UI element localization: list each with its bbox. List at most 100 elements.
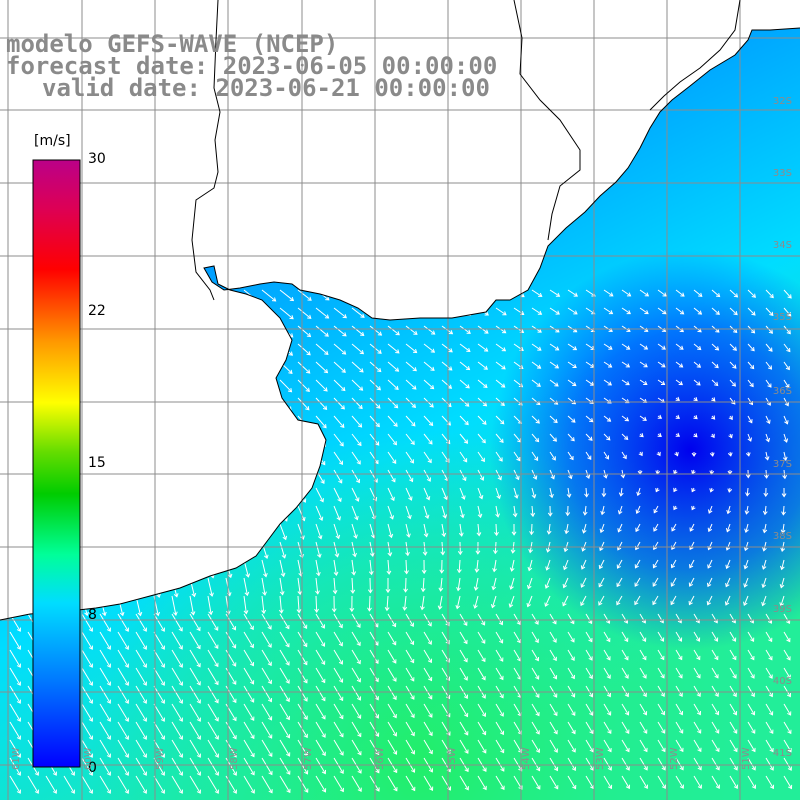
- wind-arrow: [580, 595, 587, 607]
- wind-arrow: [495, 343, 507, 352]
- wind-arrow: [135, 739, 147, 758]
- wind-arrow: [423, 325, 436, 335]
- wind-arrow: [529, 523, 535, 536]
- wind-arrow: [135, 757, 147, 776]
- wind-arrow: [747, 649, 755, 661]
- wind-arrow: [621, 667, 629, 679]
- wind-arrow: [243, 415, 256, 430]
- wind-arrow: [441, 487, 448, 501]
- wind-arrow: [9, 469, 22, 488]
- wind-arrow: [747, 757, 756, 771]
- wind-arrow: [726, 505, 731, 515]
- wind-arrow: [351, 703, 362, 720]
- wind-arrow: [405, 415, 416, 427]
- lon-label: 55W: [447, 747, 458, 770]
- wind-arrow: [725, 541, 731, 551]
- wind-arrow: [618, 487, 624, 497]
- wind-arrow: [621, 289, 632, 297]
- wind-arrow: [261, 721, 273, 739]
- wind-arrow: [351, 559, 357, 576]
- wind-arrow: [706, 595, 713, 606]
- wind-arrow: [387, 649, 397, 664]
- wind-arrow: [549, 379, 559, 387]
- wind-arrow: [657, 775, 666, 789]
- wind-arrow: [369, 739, 380, 756]
- wind-arrow: [315, 541, 322, 559]
- wind-arrow: [729, 649, 737, 661]
- wind-arrow: [405, 505, 412, 520]
- wind-arrow: [566, 487, 572, 498]
- lon-label: 60W: [83, 747, 94, 770]
- wind-arrow: [387, 541, 393, 557]
- wind-arrow: [693, 757, 702, 771]
- wind-arrow: [423, 433, 433, 445]
- wind-arrow: [9, 775, 21, 794]
- wind-arrow: [99, 577, 108, 598]
- wind-arrow: [135, 289, 152, 304]
- wind-arrow: [99, 469, 112, 488]
- wind-arrow: [473, 595, 479, 609]
- wind-arrow: [634, 577, 641, 587]
- wind-arrow: [710, 433, 715, 439]
- wind-arrow: [747, 433, 753, 442]
- wind-arrow: [315, 685, 326, 702]
- lat-label: 38S: [772, 531, 792, 542]
- wind-arrow: [729, 775, 738, 789]
- wind-arrow: [603, 667, 611, 679]
- wind-arrow: [639, 289, 650, 297]
- wind-arrow: [459, 433, 469, 444]
- wind-arrow: [207, 397, 221, 413]
- wind-arrow: [81, 343, 97, 359]
- wind-arrow: [387, 739, 398, 755]
- wind-arrow: [707, 523, 713, 533]
- wind-arrow: [549, 307, 560, 315]
- wind-arrow: [189, 523, 199, 542]
- wind-arrow: [729, 289, 739, 298]
- wind-arrow: [350, 577, 356, 594]
- wind-arrow: [459, 361, 471, 371]
- lon-label: 59W: [155, 747, 166, 770]
- wind-arrow: [423, 379, 435, 390]
- wind-arrow: [243, 523, 252, 541]
- wind-arrow: [9, 757, 21, 776]
- wind-arrow: [135, 703, 147, 722]
- wind-arrow: [711, 379, 719, 387]
- wind-arrow: [441, 523, 447, 538]
- wind-arrow: [585, 415, 594, 423]
- wind-arrow: [171, 721, 183, 740]
- wind-arrow: [9, 559, 19, 580]
- wind-arrow: [333, 505, 341, 521]
- wind-arrow: [171, 757, 183, 776]
- wind-arrow: [387, 721, 397, 737]
- wind-arrow: [333, 379, 346, 392]
- wind-arrow: [729, 703, 738, 716]
- wind-arrow: [441, 361, 453, 371]
- wind-arrow: [567, 361, 577, 369]
- wind-arrow: [455, 595, 461, 610]
- wind-arrow: [494, 523, 499, 537]
- wind-arrow: [621, 685, 629, 698]
- wind-arrow: [635, 523, 641, 533]
- wind-arrow: [693, 379, 701, 386]
- wind-arrow: [117, 361, 133, 378]
- lat-label: 35S: [772, 312, 792, 323]
- wind-arrow: [261, 289, 277, 302]
- wind-arrow: [477, 433, 486, 444]
- wind-arrow: [387, 433, 397, 446]
- wind-arrow: [81, 325, 98, 341]
- wind-arrow: [171, 739, 183, 758]
- wind-arrow: [153, 775, 165, 794]
- wind-arrow: [477, 703, 487, 718]
- wind-arrow: [405, 325, 418, 335]
- wind-arrow: [765, 613, 773, 624]
- wind-arrow: [585, 739, 594, 753]
- wind-arrow: [639, 361, 648, 368]
- wind-arrow: [563, 559, 569, 571]
- wind-arrow: [567, 397, 577, 405]
- wind-arrow: [531, 667, 540, 680]
- wind-arrow: [189, 379, 204, 395]
- wind-arrow: [549, 289, 561, 297]
- wind-arrow: [189, 775, 201, 794]
- wind-arrow: [459, 739, 469, 754]
- wind-arrow: [9, 325, 25, 341]
